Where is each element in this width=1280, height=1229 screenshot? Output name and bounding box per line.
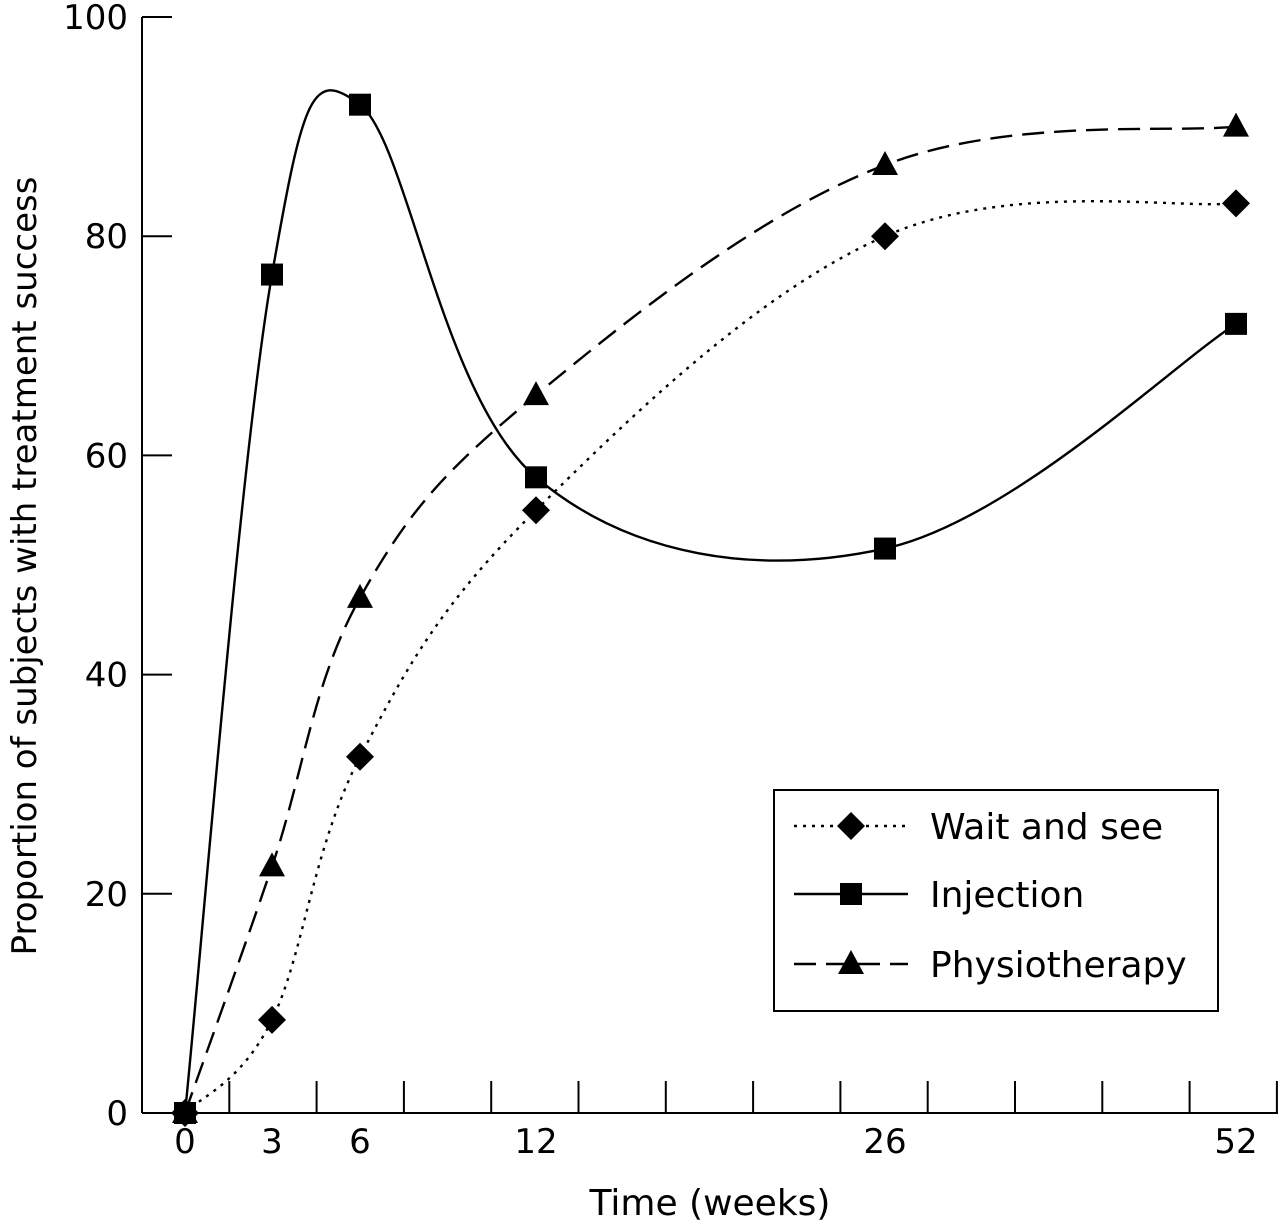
data-point-square xyxy=(1225,312,1247,335)
data-point-triangle xyxy=(259,852,285,877)
data-point-triangle xyxy=(523,381,549,406)
y-tick-label: 20 xyxy=(85,875,128,915)
y-axis-label: Proportion of subjects with treatment su… xyxy=(5,177,45,956)
data-point-diamond xyxy=(522,496,550,525)
data-point-diamond xyxy=(1222,189,1250,218)
x-axis-label: Time (weeks) xyxy=(589,1183,831,1224)
y-tick-label: 80 xyxy=(85,217,128,257)
x-tick-label: 6 xyxy=(349,1122,371,1162)
legend-label: Injection xyxy=(930,875,1084,916)
legend-label: Wait and see xyxy=(930,807,1163,848)
data-point-triangle xyxy=(172,1099,198,1123)
series-lines xyxy=(183,89,1237,1114)
series-line-physiotherapy xyxy=(183,125,1237,1114)
series-markers xyxy=(171,93,1250,1127)
data-point-square xyxy=(349,93,371,116)
data-point-square xyxy=(525,466,547,489)
data-point-diamond xyxy=(871,222,899,251)
x-tick-label: 0 xyxy=(174,1122,196,1162)
legend-marker-diamond xyxy=(837,812,865,840)
data-point-triangle xyxy=(872,150,898,175)
data-point-triangle xyxy=(1223,112,1249,137)
x-axis-ticks: 0 3 6 12 26 52 xyxy=(141,1081,1278,1162)
y-tick-label: 100 xyxy=(63,0,128,38)
y-tick-label: 40 xyxy=(85,656,128,696)
data-point-square xyxy=(874,537,896,560)
legend: Wait and see Injection Physiotherapy xyxy=(773,789,1219,1012)
x-tick-label: 52 xyxy=(1214,1122,1257,1162)
data-point-diamond xyxy=(346,742,374,771)
legend-marker-triangle xyxy=(838,950,864,974)
y-tick-label: 0 xyxy=(106,1094,128,1134)
y-tick-label: 60 xyxy=(85,436,128,476)
y-axis-ticks: 0 20 40 60 80 100 xyxy=(63,0,172,1134)
data-point-square xyxy=(261,263,283,286)
data-point-diamond xyxy=(258,1005,286,1034)
x-tick-label: 26 xyxy=(863,1122,906,1162)
series-line-injection xyxy=(183,89,1237,1114)
legend-label: Physiotherapy xyxy=(930,945,1187,986)
x-tick-label: 12 xyxy=(514,1122,557,1162)
legend-marker-square xyxy=(840,883,862,905)
axes xyxy=(141,17,1278,1114)
x-tick-label: 3 xyxy=(261,1122,283,1162)
data-point-triangle xyxy=(347,583,373,608)
series-line-wait-and-see xyxy=(184,200,1237,1114)
